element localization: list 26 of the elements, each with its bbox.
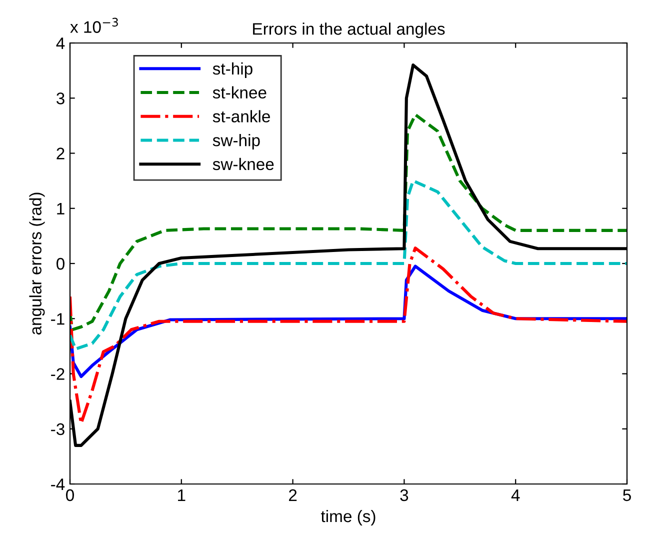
y-tick-label: 4 (56, 38, 65, 50)
y-axis-title: angular errors (rad) (29, 192, 45, 335)
y-tick-label: -1 (51, 313, 64, 325)
x-tick-label: 4 (511, 489, 520, 501)
legend-label: st-ankle (212, 110, 270, 122)
y-tick-label: -3 (51, 423, 64, 436)
legend-label: sw-knee (212, 158, 274, 170)
legend-label: st-knee (212, 86, 266, 99)
y-tick-label: -2 (51, 368, 64, 380)
y-tick-label: 1 (57, 202, 64, 214)
chart-title: Errors in the actual angles (253, 22, 445, 38)
y-tick-label: 2 (56, 148, 64, 160)
x-tick-label: 5 (623, 489, 631, 502)
line-series (70, 246, 627, 425)
x-tick-label: 2 (289, 489, 297, 501)
x-axis-title: time (s) (320, 510, 376, 526)
legend-label: st-hip (212, 62, 252, 78)
x-tick-label: 3 (400, 489, 408, 502)
x-tick-label: 1 (178, 489, 186, 501)
x-tick-label: 0 (66, 489, 74, 502)
legend-label: sw-hip (212, 134, 260, 150)
y-tick-label: 3 (56, 92, 64, 104)
y-tick-label: 0 (56, 258, 64, 270)
y-tick-label: -4 (51, 478, 65, 490)
line-series (70, 179, 627, 350)
text: x 10$^{−3}$ (70, 18, 118, 33)
